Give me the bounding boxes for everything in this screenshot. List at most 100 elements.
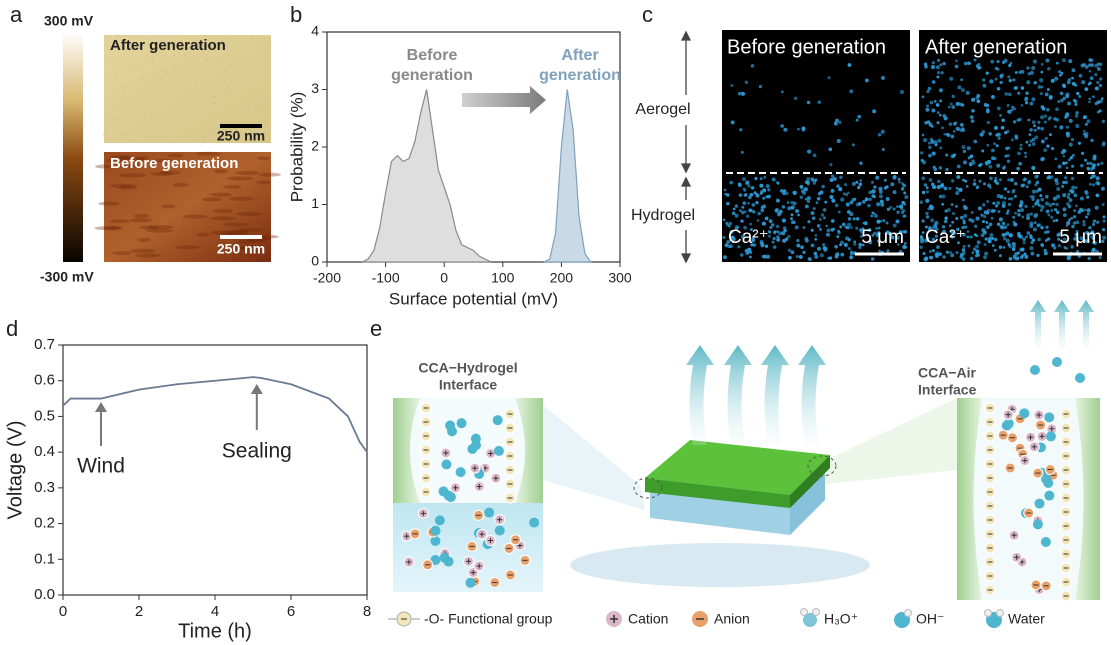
ion-dot [842, 192, 846, 196]
ion-dot [1018, 161, 1023, 166]
texture [186, 94, 188, 96]
ion-dot [1031, 189, 1037, 194]
ion-dot [1040, 126, 1044, 131]
ion-dot [1047, 66, 1051, 71]
texture [155, 158, 173, 163]
ion-dot [1074, 102, 1078, 106]
ion-dot [1019, 143, 1023, 147]
ion-dot [824, 200, 828, 204]
ion-dot [989, 79, 994, 84]
ion-dot [1007, 109, 1012, 114]
interface-title: Interface [439, 377, 498, 393]
ion-dot [942, 229, 946, 234]
image-title: After generation [110, 37, 226, 54]
texture [201, 72, 203, 74]
ion-dot [1072, 221, 1077, 225]
ion-dot [1029, 195, 1033, 199]
ion-dot [797, 127, 800, 131]
ion-dot [1048, 116, 1052, 120]
ion-dot [1025, 215, 1031, 221]
ion-dot [1007, 92, 1012, 97]
texture [247, 102, 249, 105]
ion-dot [1063, 246, 1067, 250]
ion-dot [1100, 186, 1105, 191]
texture [230, 99, 233, 101]
vapor-arrow [1078, 300, 1094, 350]
ion-dot [1044, 136, 1048, 140]
ion-dot [744, 248, 749, 253]
texture [218, 59, 220, 62]
ion-dot [1090, 235, 1094, 239]
water [445, 420, 456, 431]
ion-dot [1067, 101, 1071, 106]
ion-dot [921, 160, 927, 165]
ion-dot [1062, 161, 1066, 166]
ion-dot [737, 182, 742, 186]
texture [186, 87, 188, 90]
ion-dot [850, 250, 854, 254]
texture [153, 92, 155, 95]
ion-dot [1064, 115, 1068, 119]
ion-dot [1040, 204, 1045, 210]
texture [213, 208, 233, 213]
ion-dot [973, 178, 976, 182]
ion-dot [840, 240, 844, 245]
ion-dot [951, 179, 955, 183]
texture [268, 137, 271, 139]
legend-label: Water [1008, 611, 1045, 627]
ion-dot [1089, 183, 1092, 186]
ion-dot [1085, 215, 1088, 219]
x-tick-label: 0 [59, 603, 67, 620]
ion-dot [938, 194, 943, 199]
ion-dot [936, 75, 940, 79]
ion-dot [919, 245, 923, 249]
ion-dot [734, 213, 739, 218]
ion-dot [1065, 166, 1069, 170]
legend-icon [996, 609, 1004, 617]
ion-dot [736, 225, 740, 229]
ion-dot [828, 147, 833, 152]
ion-dot [1086, 195, 1090, 199]
texture [251, 132, 253, 134]
ion-dot [769, 225, 773, 230]
ion-dot [737, 91, 742, 96]
ion-dot [1078, 94, 1082, 98]
texture [257, 108, 259, 111]
ion-dot [900, 187, 905, 191]
ion-dot [1091, 222, 1096, 226]
ion-dot [1068, 142, 1073, 147]
texture [126, 133, 128, 136]
ion-dot [961, 248, 966, 252]
ion-dot [956, 241, 960, 245]
ion-dot [861, 243, 865, 247]
ion-dot [1057, 100, 1061, 104]
ion-dot [802, 250, 806, 255]
ion-dot [819, 253, 824, 258]
texture [222, 229, 250, 234]
ion-dot [951, 105, 956, 109]
water [467, 443, 478, 454]
texture [147, 58, 150, 60]
y-tick-label: 0 [311, 253, 319, 269]
ion-dot [790, 250, 795, 255]
panel-a: 300 mV -300 mV After generation 250 nm B… [40, 13, 282, 285]
ion-dot [1091, 183, 1096, 187]
water [430, 525, 441, 536]
ion-dot [1056, 233, 1060, 237]
ion-dot [801, 126, 806, 131]
ion-dot [731, 211, 736, 215]
ion-dot [829, 177, 834, 182]
water [441, 459, 452, 470]
ion-dot [921, 231, 925, 234]
ion-dot [1065, 161, 1068, 165]
ion-dot [1068, 118, 1073, 123]
ion-dot [1000, 125, 1005, 130]
ion-dot [1066, 80, 1071, 85]
ion-dot [745, 180, 750, 185]
texture [121, 133, 124, 136]
image-title: Before generation [727, 36, 886, 58]
ion-dot [859, 234, 863, 238]
ion-dot [851, 181, 856, 186]
ion-dot [925, 104, 930, 108]
ion-dot [753, 191, 757, 195]
